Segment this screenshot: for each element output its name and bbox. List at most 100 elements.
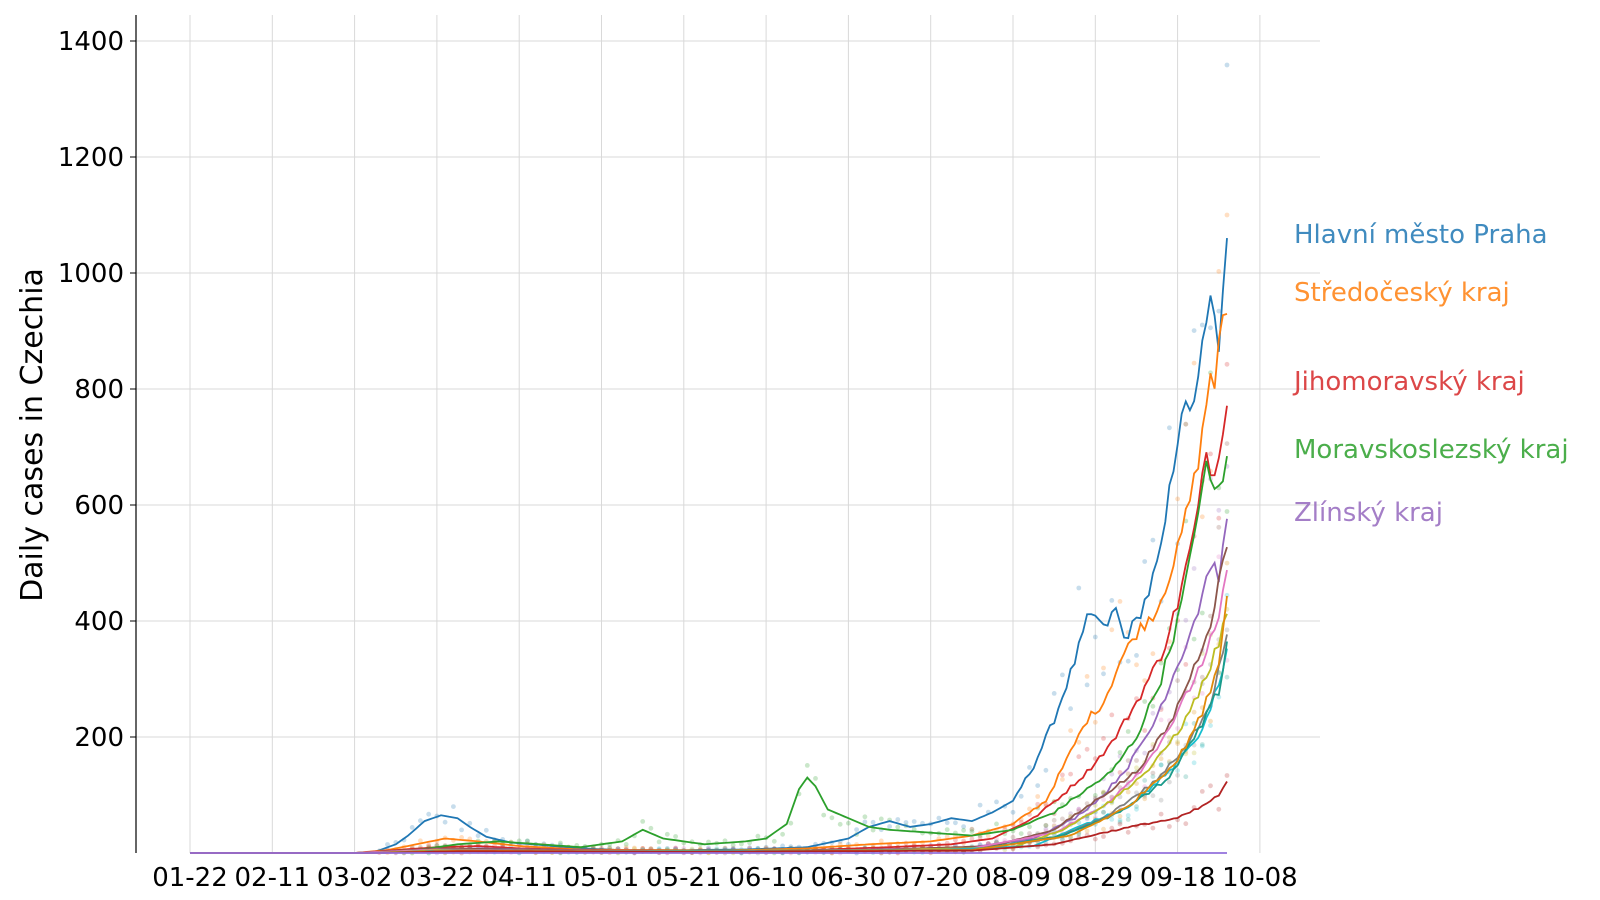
raw-data-point bbox=[1199, 743, 1205, 749]
raw-data-point bbox=[985, 833, 991, 839]
raw-data-point bbox=[1216, 269, 1222, 274]
series-end-label: Středočeský kraj bbox=[1294, 278, 1510, 308]
raw-data-point bbox=[1084, 746, 1090, 752]
x-tick-label: 05-01 bbox=[564, 863, 640, 893]
raw-data-point bbox=[1117, 817, 1123, 823]
raw-data-point bbox=[1043, 826, 1049, 832]
raw-data-point bbox=[1158, 756, 1164, 762]
raw-data-point bbox=[895, 817, 901, 822]
raw-data-point bbox=[1084, 828, 1090, 834]
raw-data-point bbox=[944, 820, 950, 826]
raw-data-point bbox=[1134, 804, 1139, 809]
raw-data-point bbox=[418, 818, 423, 824]
raw-data-point bbox=[961, 824, 966, 829]
raw-data-point bbox=[1109, 771, 1115, 777]
raw-data-point bbox=[829, 815, 835, 821]
raw-data-point bbox=[1076, 585, 1082, 591]
raw-data-point bbox=[1150, 651, 1156, 657]
y-tick-label: 1200 bbox=[58, 143, 124, 173]
raw-data-point bbox=[1134, 806, 1139, 812]
raw-data-point bbox=[475, 833, 481, 839]
raw-data-point bbox=[1109, 817, 1115, 822]
raw-data-point bbox=[1224, 509, 1230, 514]
raw-data-point bbox=[903, 820, 909, 825]
raw-data-point bbox=[1208, 718, 1213, 724]
series-end-label: Moravskoslezský kraj bbox=[1294, 435, 1569, 465]
raw-data-point bbox=[1224, 627, 1230, 633]
raw-data-point bbox=[1084, 816, 1090, 822]
raw-data-point bbox=[1199, 742, 1205, 747]
raw-data-point bbox=[1142, 796, 1148, 802]
raw-data-point bbox=[1092, 634, 1098, 640]
y-tick-label: 1000 bbox=[58, 259, 124, 289]
raw-data-point bbox=[1183, 617, 1189, 623]
series-end-labels: Hlavní město Praha Středočeský kraj Jihomo… bbox=[1292, 220, 1569, 528]
raw-data-point bbox=[1216, 507, 1222, 513]
raw-data-point bbox=[1191, 750, 1197, 756]
raw-data-point bbox=[623, 845, 629, 850]
raw-data-point bbox=[994, 821, 999, 827]
series-line bbox=[190, 546, 1228, 854]
raw-data-point bbox=[1043, 767, 1049, 773]
raw-data-point bbox=[854, 827, 859, 832]
raw-data-point bbox=[1018, 793, 1024, 799]
raw-data-point bbox=[1158, 762, 1164, 768]
raw-data-point bbox=[953, 820, 958, 826]
raw-data-point bbox=[1150, 770, 1156, 776]
raw-data-point bbox=[1125, 758, 1131, 763]
raw-data-point bbox=[1208, 723, 1213, 728]
raw-data-point bbox=[813, 776, 818, 781]
x-tick-labels: 01-22 02-11 03-02 03-22 04-11 05-01 05-21 06-10… bbox=[152, 863, 1297, 893]
raw-data-point bbox=[846, 820, 851, 826]
raw-data-point bbox=[1060, 816, 1065, 822]
raw-data-point bbox=[1191, 360, 1197, 366]
raw-data-point bbox=[1027, 824, 1032, 830]
raw-data-point bbox=[1150, 703, 1156, 709]
raw-data-point bbox=[730, 842, 736, 848]
raw-data-point bbox=[1191, 760, 1197, 766]
raw-data-point bbox=[1224, 773, 1230, 778]
raw-data-point bbox=[862, 814, 868, 820]
x-tick-label: 02-11 bbox=[235, 863, 311, 893]
raw-data-point bbox=[1101, 671, 1106, 677]
raw-data-point bbox=[525, 838, 530, 844]
raw-data-point bbox=[1109, 627, 1115, 633]
raw-data-point bbox=[870, 819, 876, 825]
raw-data-point bbox=[418, 838, 423, 844]
raw-data-point bbox=[1175, 772, 1180, 778]
raw-data-point bbox=[1117, 750, 1123, 755]
raw-data-point bbox=[1109, 598, 1115, 603]
raw-data-point bbox=[1224, 361, 1230, 367]
raw-data-point bbox=[1183, 774, 1189, 780]
raw-data-point bbox=[1216, 524, 1222, 530]
raw-data-point bbox=[1224, 441, 1230, 446]
raw-data-point bbox=[1183, 421, 1189, 427]
raw-data-point bbox=[1167, 824, 1172, 829]
raw-data-point bbox=[1191, 566, 1197, 571]
raw-data-point bbox=[1092, 836, 1098, 842]
raw-data-point bbox=[1068, 811, 1073, 817]
raw-data-point bbox=[1043, 823, 1049, 828]
raw-data-point bbox=[459, 835, 464, 840]
raw-data-point bbox=[1224, 560, 1230, 566]
y-tick-label: 1400 bbox=[58, 27, 124, 57]
series-line bbox=[190, 405, 1228, 854]
raw-data-point bbox=[911, 819, 917, 824]
grid bbox=[136, 15, 1320, 853]
raw-data-point bbox=[936, 815, 942, 821]
raw-data-point bbox=[623, 842, 629, 847]
raw-data-point bbox=[1125, 789, 1131, 795]
raw-data-point bbox=[1125, 770, 1131, 776]
raw-data-point bbox=[1158, 762, 1164, 768]
raw-data-point bbox=[1117, 821, 1123, 827]
raw-data-points bbox=[376, 62, 1230, 856]
raw-data-point bbox=[1101, 809, 1106, 815]
y-tick-labels: 200 400 600 800 1000 1200 1400 bbox=[58, 27, 136, 753]
raw-data-point bbox=[1167, 425, 1172, 431]
raw-data-point bbox=[1224, 592, 1230, 598]
raw-data-point bbox=[1199, 789, 1205, 794]
raw-data-point bbox=[821, 812, 827, 818]
raw-data-point bbox=[1208, 370, 1213, 376]
raw-data-point bbox=[1035, 783, 1041, 788]
